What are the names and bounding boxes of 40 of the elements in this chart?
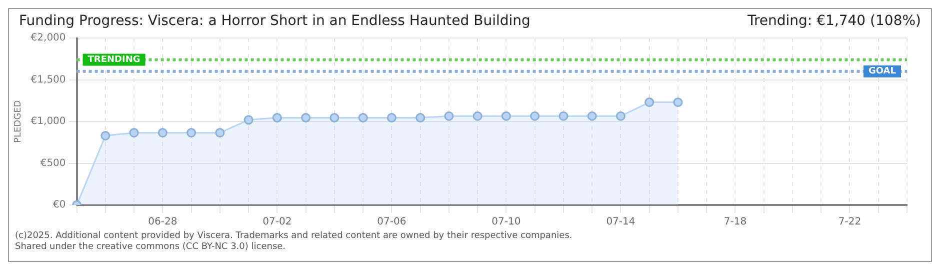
- point: [673, 98, 683, 108]
- point: [386, 112, 396, 122]
- x-tick-label: 07-02: [262, 216, 292, 228]
- point: [272, 112, 282, 122]
- x-tick-label: 07-14: [606, 216, 636, 228]
- point: [558, 111, 568, 121]
- point: [530, 111, 540, 121]
- y-tick-label: €2,000: [30, 32, 66, 44]
- point: [301, 112, 311, 122]
- x-tick-label: 07-10: [492, 216, 521, 228]
- x-tick-label: 7-22: [838, 216, 862, 228]
- point: [644, 98, 654, 108]
- point: [129, 128, 139, 138]
- y-axis-title: PLEDGED: [14, 100, 24, 143]
- point: [158, 128, 168, 138]
- x-tick-label: 7-18: [724, 216, 747, 228]
- point: [186, 128, 196, 138]
- text: (c)2025. Additional content provided by Viscera. Trademarks and related content are owned by their respective companies.: [15, 231, 574, 242]
- point: [444, 111, 454, 121]
- y-tick-label: €1,000: [30, 116, 66, 128]
- ref-line-label: GOAL: [868, 66, 896, 77]
- point: [215, 128, 225, 138]
- point: [244, 115, 254, 125]
- chart-title: Funding Progress: Viscera: a Horror Short in an Endless Haunted Building: [19, 13, 530, 29]
- point: [501, 111, 511, 121]
- point: [616, 111, 626, 121]
- y-tick-label: €0: [53, 200, 66, 211]
- point: [416, 112, 426, 122]
- y-tick-label: €500: [40, 158, 66, 169]
- text: Shared under the creative commons (CC BY-NC 3.0) license.: [15, 242, 287, 253]
- point: [472, 111, 482, 121]
- point: [100, 130, 110, 140]
- point: [587, 111, 597, 121]
- point: [358, 112, 368, 122]
- chart-subtitle: Trending: €1,740 (108%): [747, 13, 921, 29]
- x-tick-label: 06-28: [148, 216, 178, 228]
- ref-line-label: TRENDING: [88, 55, 140, 66]
- point: [330, 112, 340, 122]
- y-tick-label: €1,500: [30, 74, 66, 86]
- x-tick-label: 07-06: [377, 216, 406, 228]
